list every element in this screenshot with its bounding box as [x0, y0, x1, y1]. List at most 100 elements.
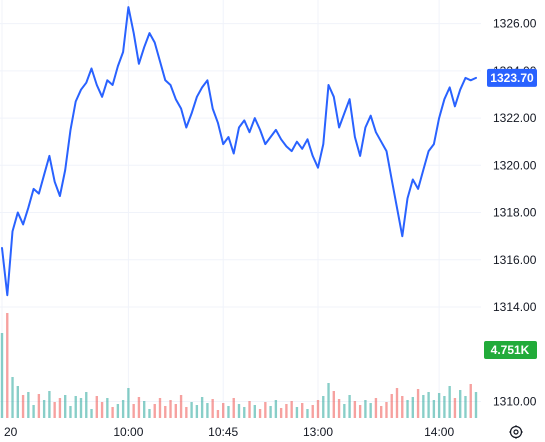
settings-button[interactable]	[509, 425, 523, 439]
volume-bar	[164, 406, 167, 418]
volume-bar	[200, 397, 204, 418]
x-tick-label: 14:00	[424, 425, 454, 439]
volume-bar	[416, 389, 420, 418]
volume-bar	[332, 391, 335, 418]
y-tick-label: 1310.00	[493, 394, 537, 408]
volume-bar	[401, 396, 404, 418]
volume-bar	[69, 406, 72, 418]
volume-bar	[153, 404, 156, 418]
volume-bar	[64, 395, 67, 418]
volume-bar	[100, 402, 104, 418]
last-price-badge	[487, 68, 537, 87]
volume-bar	[464, 396, 467, 418]
volume-bar	[422, 395, 425, 418]
x-tick-label: 20	[4, 425, 18, 439]
y-tick-label: 1320.00	[493, 158, 537, 172]
x-tick-label: 13:00	[303, 425, 333, 439]
volume-bar	[448, 386, 451, 418]
y-axis[interactable]: 1326.001324.001322.001320.001318.001316.…	[493, 17, 537, 409]
volume-bar	[206, 403, 209, 418]
volume-bar	[264, 402, 267, 418]
volume-bar	[137, 397, 141, 418]
volume-bar	[127, 388, 130, 418]
volume-bar	[269, 406, 272, 418]
volume-bar	[148, 409, 151, 418]
volume-bar	[195, 405, 199, 418]
volume-bar	[295, 407, 299, 418]
volume-bar	[348, 395, 351, 418]
volume-bar	[16, 386, 19, 418]
volume-bar	[337, 399, 341, 418]
volume-bar	[343, 404, 346, 418]
volume-bar	[237, 404, 241, 418]
last-volume-label: 4.751K	[491, 343, 530, 357]
volume-bar	[79, 398, 83, 418]
y-tick-label: 1314.00	[493, 300, 537, 314]
y-tick-label: 1318.00	[493, 206, 537, 220]
volume-bar	[364, 400, 367, 418]
volume-bar	[353, 401, 357, 418]
volume-bar	[253, 405, 256, 418]
volume-bar	[95, 396, 98, 418]
volume-bar	[232, 398, 235, 418]
volume-bar	[432, 400, 436, 418]
volume-bar	[322, 396, 325, 418]
volume-bar	[169, 400, 172, 418]
volume-bar	[185, 407, 188, 418]
volume-bar	[111, 407, 114, 418]
y-tick-label: 1316.00	[493, 253, 537, 267]
price-line-layer	[1, 6, 477, 297]
volume-bar	[311, 405, 314, 418]
volume-bar	[380, 406, 383, 418]
volume-bar	[306, 409, 309, 418]
volume-bar	[37, 394, 41, 418]
x-tick-label: 10:00	[113, 425, 143, 439]
volume-bar	[459, 390, 462, 418]
volume-bar	[437, 393, 441, 418]
volume-bar	[427, 392, 430, 418]
last-volume-badge	[484, 341, 537, 359]
volume-bar	[53, 402, 56, 418]
volume-bar	[143, 401, 146, 418]
volume-bar	[453, 398, 457, 418]
volume-bar	[243, 407, 246, 418]
volume-bar	[227, 406, 230, 418]
price-series-line[interactable]	[1, 6, 477, 297]
volume-bar	[406, 400, 409, 418]
volume-bar	[258, 409, 262, 418]
volume-bar	[248, 401, 251, 418]
last-price-label: 1323.70	[490, 71, 534, 85]
volume-bar	[211, 399, 214, 418]
volume-bar	[42, 400, 46, 418]
volume-bar	[395, 388, 399, 418]
volume-bar	[290, 401, 293, 418]
x-axis[interactable]: 20 10:00 10:45 13:00 14:00	[4, 425, 454, 439]
volume-bar	[21, 395, 25, 418]
volume-bar	[48, 391, 51, 418]
volume-bar	[411, 397, 414, 418]
grid-lines	[0, 0, 481, 418]
volume-bar	[443, 396, 446, 418]
volume-bar	[222, 403, 225, 418]
volume-bar	[106, 398, 109, 418]
volume-bar	[116, 404, 120, 418]
y-tick-label: 1322.00	[493, 111, 537, 125]
volume-bar	[316, 400, 320, 418]
volume-bar	[179, 395, 183, 418]
volume-bar	[132, 404, 135, 418]
volume-bar	[390, 394, 393, 418]
volume-bar	[32, 405, 35, 418]
volume-bar	[279, 408, 283, 418]
volume-bar	[190, 402, 193, 418]
volume-bar	[469, 384, 472, 418]
volume-bar	[121, 400, 125, 418]
volume-bar	[158, 398, 162, 418]
volume-bar	[27, 392, 30, 418]
volume-bar	[174, 404, 177, 418]
value-badges: 1323.70 4.751K	[484, 68, 537, 359]
volume-bar	[474, 392, 478, 418]
volume-bar	[358, 405, 362, 418]
volume-bar	[274, 400, 278, 418]
